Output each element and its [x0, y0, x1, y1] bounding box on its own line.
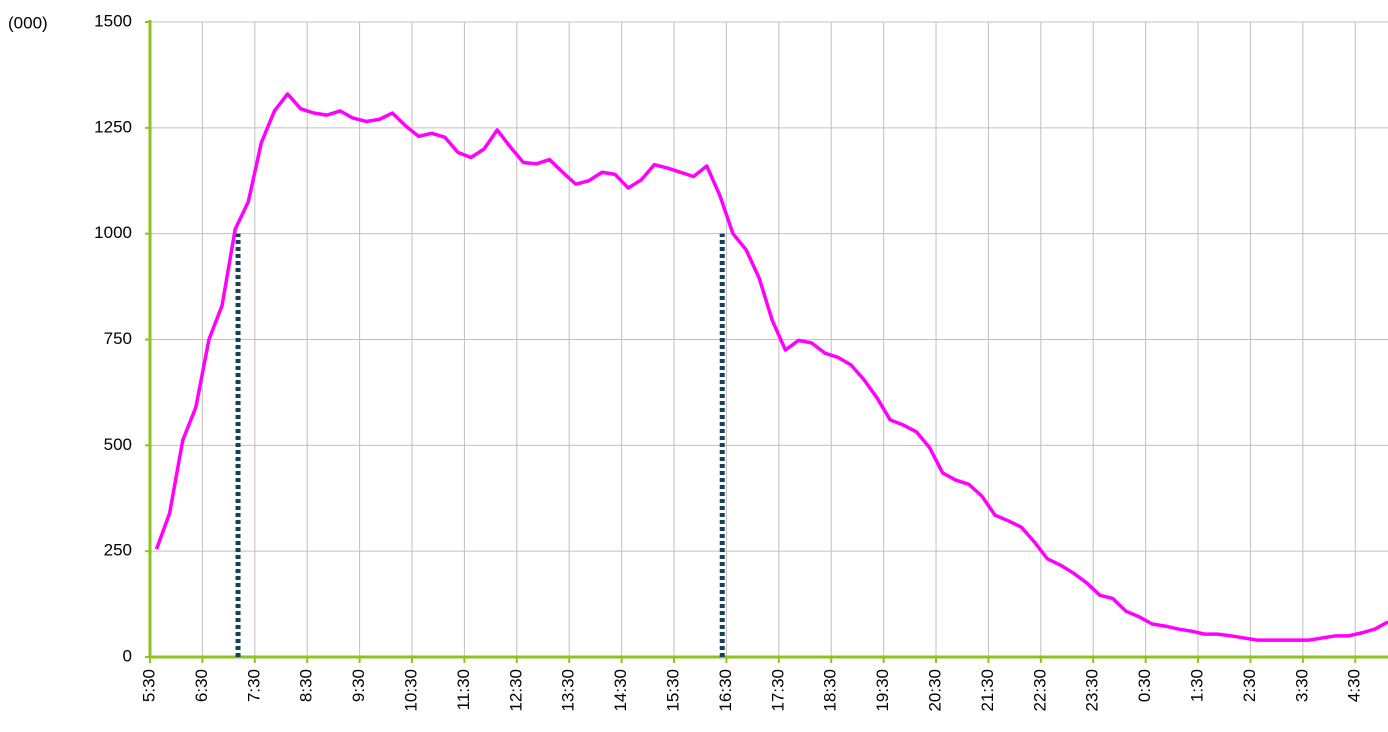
- x-tick-label: 3:30: [1292, 669, 1311, 702]
- x-tick-label: 11:30: [454, 669, 473, 710]
- x-tick-label: 20:30: [926, 669, 945, 712]
- y-tick-label: 1250: [94, 117, 132, 136]
- y-tick-label: 250: [104, 541, 132, 560]
- y-tick-label: 750: [104, 329, 132, 348]
- y-tick-label: 1500: [94, 11, 132, 30]
- x-tick-label: 18:30: [821, 669, 840, 712]
- x-tick-label: 1:30: [1188, 669, 1207, 702]
- x-tick-label: 6:30: [192, 669, 211, 702]
- y-axis-label: (000): [8, 13, 48, 32]
- x-tick-label: 12:30: [506, 669, 525, 712]
- x-tick-label: 4:30: [1345, 669, 1364, 702]
- x-tick-label: 13:30: [559, 669, 578, 712]
- y-tick-label: 1000: [94, 223, 132, 242]
- x-tick-label: 5:30: [139, 669, 158, 702]
- x-tick-label: 21:30: [978, 669, 997, 712]
- x-tick-label: 0:30: [1135, 669, 1154, 702]
- x-tick-label: 14:30: [611, 669, 630, 712]
- x-tick-label: 7:30: [244, 669, 263, 702]
- x-tick-label: 16:30: [716, 669, 735, 712]
- x-tick-label: 15:30: [664, 669, 683, 712]
- x-tick-label: 10:30: [401, 669, 420, 712]
- x-tick-label: 2:30: [1240, 669, 1259, 702]
- x-tick-label: 9:30: [349, 669, 368, 702]
- y-tick-label: 0: [123, 646, 132, 665]
- x-tick-label: 22:30: [1030, 669, 1049, 712]
- x-tick-label: 17:30: [768, 669, 787, 712]
- x-tick-label: 19:30: [873, 669, 892, 712]
- y-tick-label: 500: [104, 435, 132, 454]
- data-line: [154, 92, 1388, 642]
- x-tick-label: 23:30: [1083, 669, 1102, 712]
- x-tick-label: 8:30: [297, 669, 316, 702]
